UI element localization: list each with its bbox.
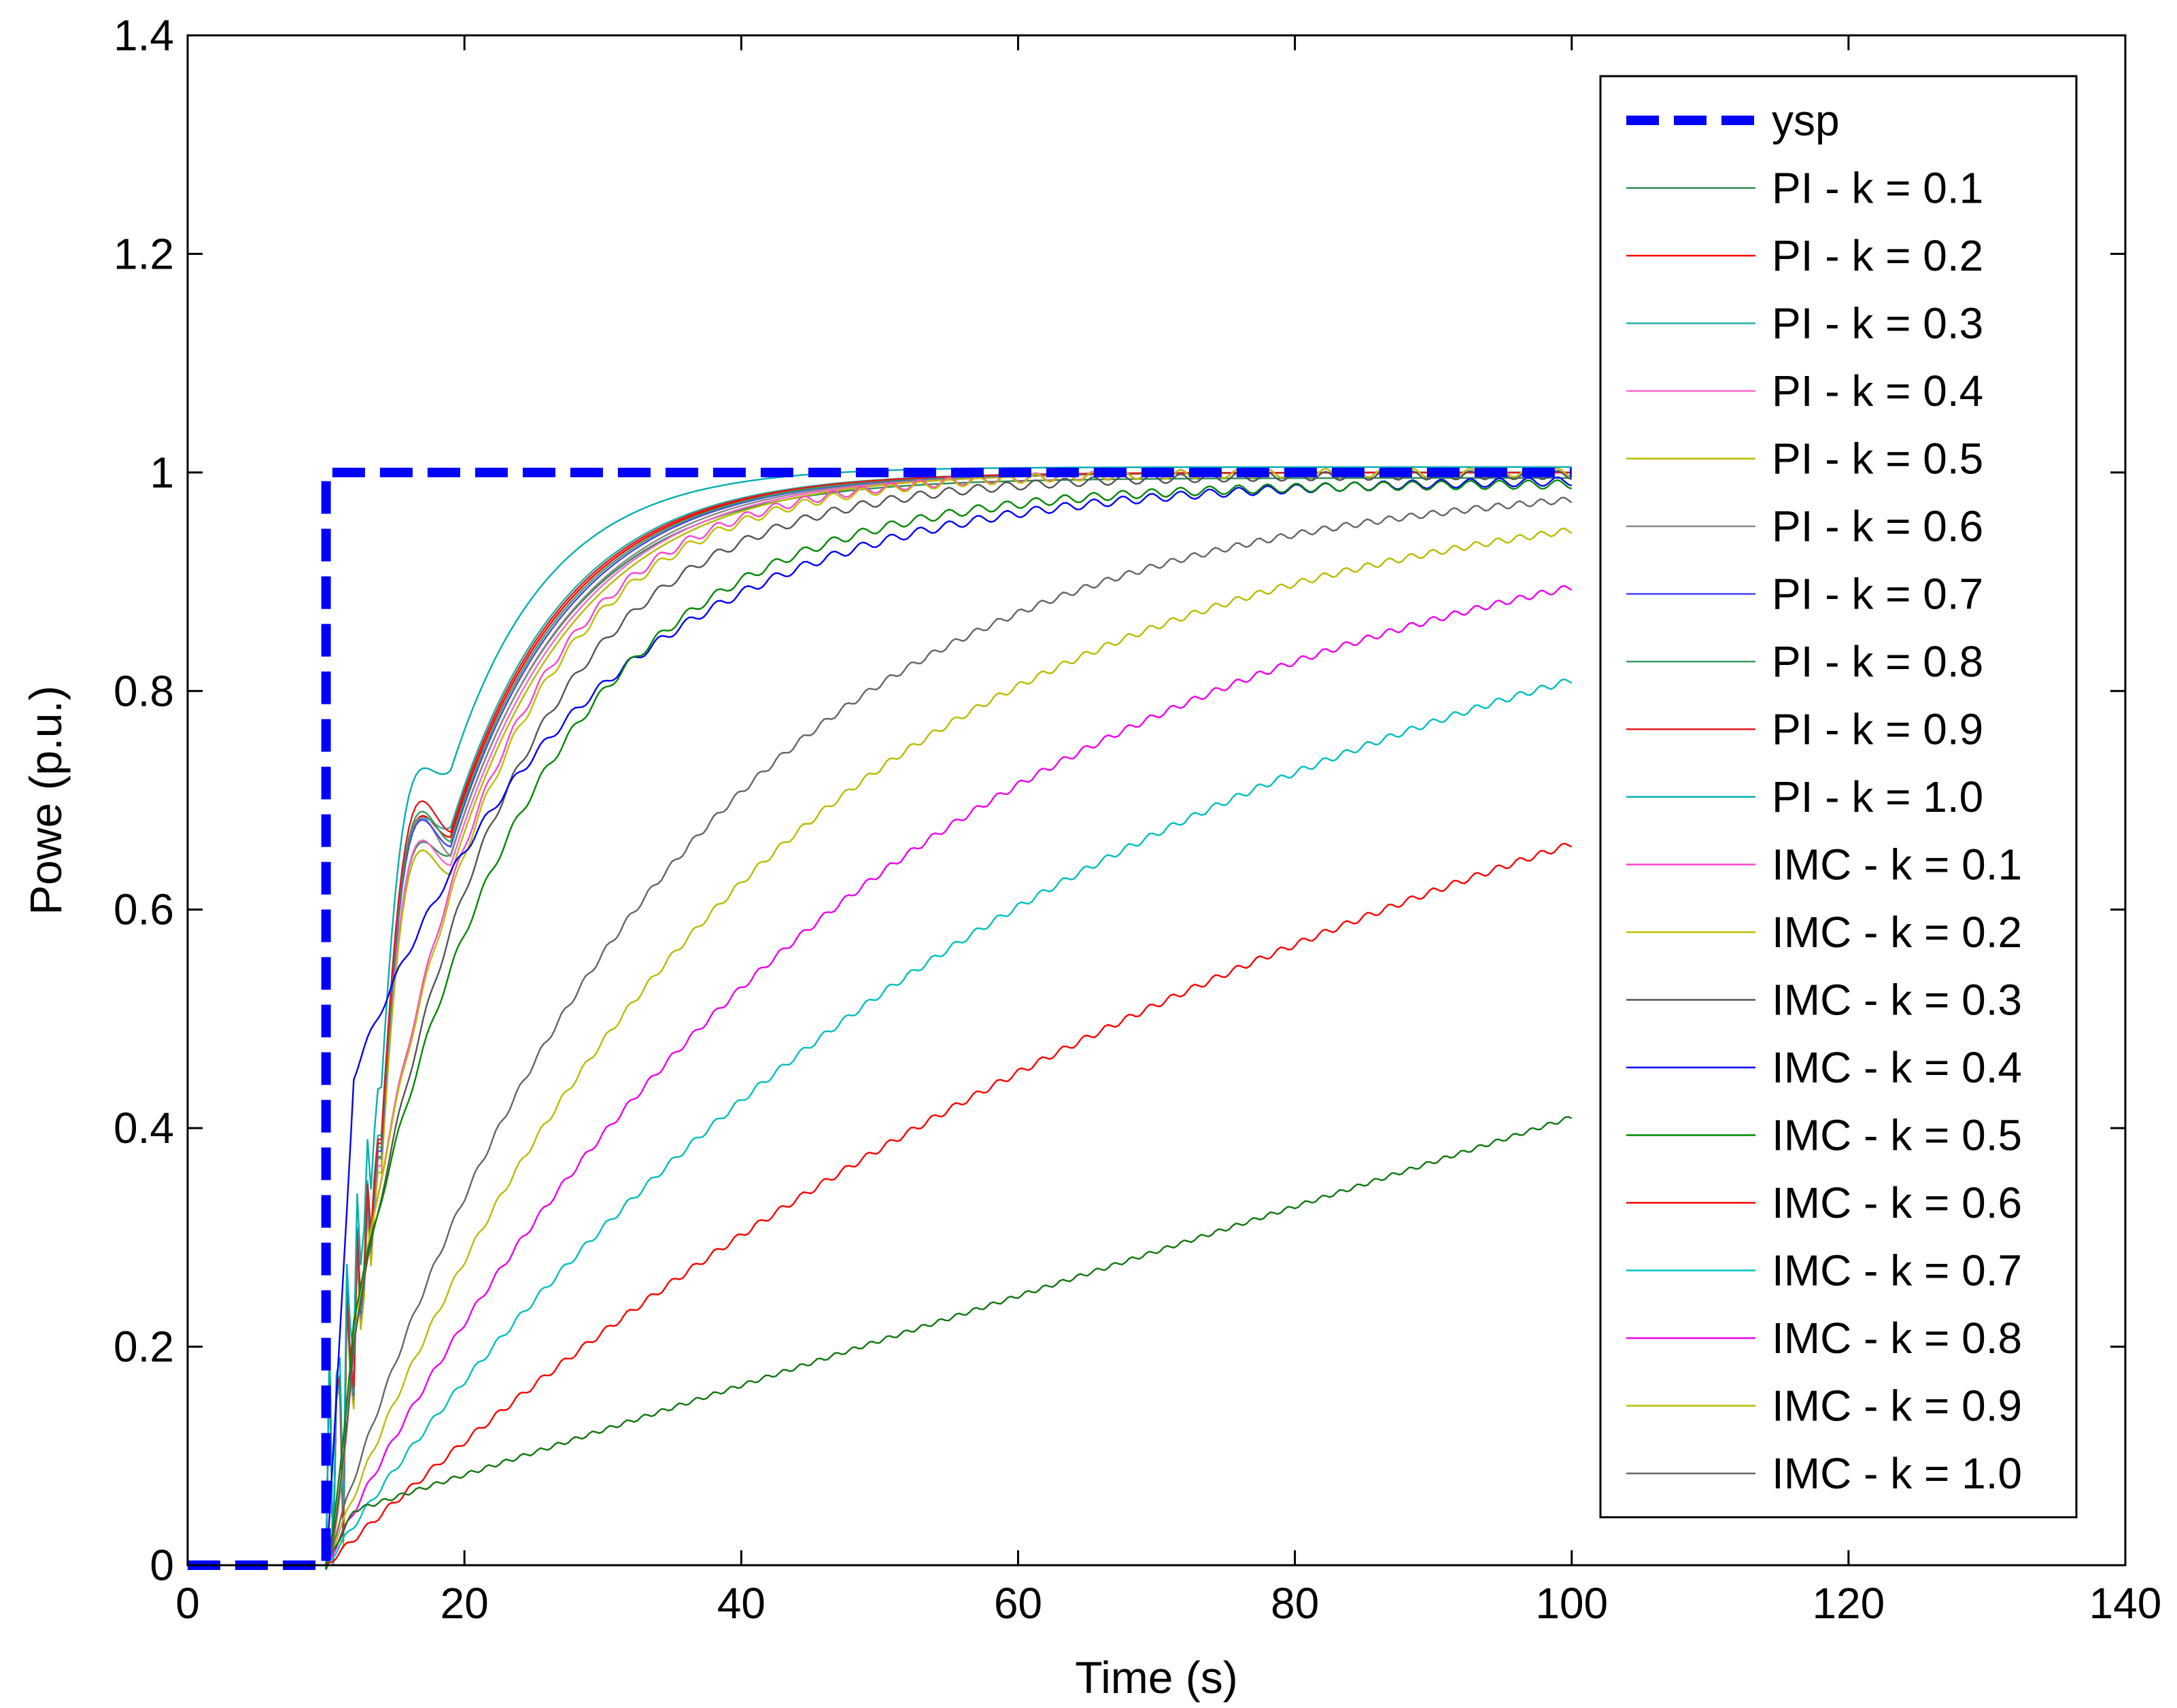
x-axis-label: Time (s): [1075, 1652, 1238, 1703]
legend-entry: PI - k = 1.0: [1772, 772, 1983, 821]
legend-entry: IMC - k = 0.3: [1772, 976, 2022, 1025]
legend-entry: IMC - k = 0.1: [1772, 840, 2022, 889]
series-line-19: [188, 496, 1573, 1567]
series-line-16: [188, 678, 1573, 1567]
legend-entry: IMC - k = 0.8: [1772, 1314, 2022, 1363]
legend-entry: IMC - k = 1.0: [1772, 1449, 2022, 1498]
y-tick-label: 0.4: [114, 1104, 174, 1152]
series-line-15: [188, 842, 1573, 1567]
series-line-14: [188, 479, 1573, 1570]
legend-entry: IMC - k = 0.4: [1772, 1043, 2022, 1092]
legend-entry: PI - k = 0.9: [1772, 705, 1983, 754]
legend-entry: PI - k = 0.7: [1772, 570, 1983, 619]
series-line-18: [188, 528, 1573, 1567]
legend-entry: PI - k = 0.1: [1772, 164, 1983, 213]
legend-entry: PI - k = 0.2: [1772, 231, 1983, 280]
x-tick-label: 20: [441, 1579, 489, 1628]
x-tick-label: 140: [2089, 1579, 2162, 1628]
x-tick-label: 100: [1535, 1579, 1608, 1628]
series-line-20: [188, 1116, 1573, 1567]
y-tick-label: 1.2: [114, 229, 174, 278]
x-tick-label: 120: [1812, 1579, 1885, 1628]
series-line-17: [188, 585, 1573, 1567]
legend-entry: PI - k = 0.6: [1772, 502, 1983, 551]
x-tick-label: 80: [1271, 1579, 1319, 1628]
y-tick-label: 1.4: [114, 11, 174, 60]
legend-entry: PI - k = 0.5: [1772, 434, 1983, 483]
legend-entry: IMC - k = 0.5: [1772, 1111, 2022, 1160]
x-tick-label: 60: [994, 1579, 1042, 1628]
legend-entry: PI - k = 0.4: [1772, 366, 1983, 415]
legend: ysp PI - k = 0.1 PI - k = 0.2 PI - k = 0.3 P…: [1599, 75, 2078, 1518]
series-line-9: [188, 466, 1572, 1567]
legend-entry: PI - k = 0.8: [1772, 637, 1983, 686]
legend-entry: IMC - k = 0.2: [1772, 908, 2022, 957]
legend-entry: IMC - k = 0.6: [1772, 1178, 2022, 1227]
legend-entry: PI - k = 0.3: [1772, 299, 1983, 348]
x-tick-label: 0: [175, 1579, 200, 1628]
y-axis-label: Powe (p.u.): [20, 685, 71, 915]
legend-entry: ysp: [1772, 96, 1840, 145]
axes-layer: 0 20 40 60 80 100 120 140 0 0.2 0.4 0.6 0.8 1 1.2 1.4: [114, 11, 2161, 1628]
y-tick-label: 1: [150, 448, 174, 497]
plot-frame: [186, 34, 2127, 1567]
y-tick-label: 0.2: [114, 1322, 174, 1371]
legend-entry: IMC - k = 0.7: [1772, 1246, 2022, 1295]
y-tick-label: 0: [150, 1541, 174, 1590]
y-tick-label: 0.8: [114, 666, 174, 715]
x-tick-label: 40: [717, 1579, 766, 1628]
y-tick-label: 0.6: [114, 885, 174, 934]
legend-entry: IMC - k = 0.9: [1772, 1382, 2022, 1431]
